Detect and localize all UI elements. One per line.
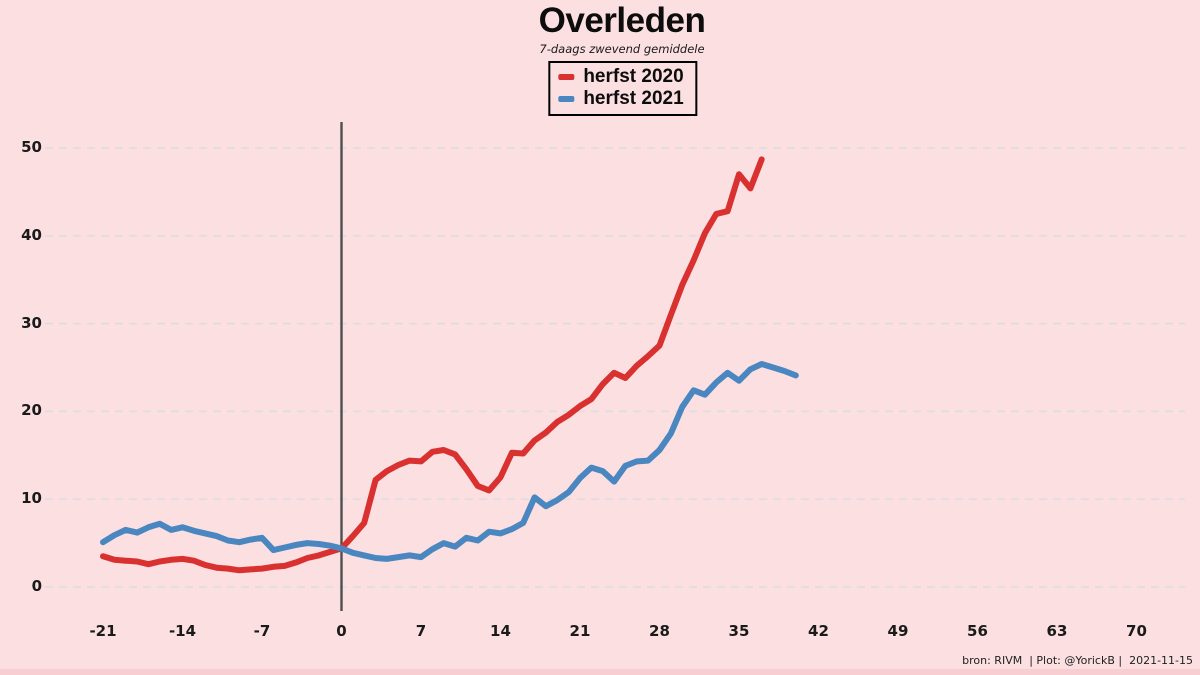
y-tick-label-10: 10 — [21, 489, 42, 508]
legend-swatch-herfst-2021-icon — [558, 96, 575, 102]
x-tick-label-28: 28 — [649, 622, 670, 640]
x-tick-label-49: 49 — [887, 622, 909, 640]
x-tick-label-70: 70 — [1126, 622, 1147, 640]
x-tick-label-7: 7 — [415, 622, 427, 640]
x-tick-label-56: 56 — [967, 622, 988, 640]
x-tick-label-42: 42 — [808, 622, 829, 640]
legend-label-herfst-2021: herfst 2021 — [583, 88, 684, 109]
x-tick-label--21: -21 — [89, 622, 117, 640]
x-tick-label-14: 14 — [490, 622, 511, 640]
legend: herfst 2020 herfst 2021 — [548, 61, 698, 116]
x-tick-label-0: 0 — [336, 622, 347, 640]
chart-subtitle: 7-daags zwevend gemiddele — [539, 42, 705, 56]
y-tick-label-40: 40 — [21, 225, 42, 244]
y-tick-label-30: 30 — [21, 313, 42, 332]
chart-title: Overleden — [538, 1, 706, 40]
series-line-herfst-2020 — [100, 156, 765, 574]
x-tick-label-35: 35 — [728, 622, 750, 640]
legend-label-herfst-2020: herfst 2020 — [583, 66, 684, 87]
bottom-strip — [0, 669, 1200, 675]
y-tick-label-0: 0 — [31, 577, 42, 595]
x-tick-label--7: -7 — [253, 622, 271, 640]
x-tick-label--14: -14 — [168, 622, 197, 640]
legend-item-herfst-2020: herfst 2020 — [558, 66, 684, 88]
x-tick-label-21: 21 — [569, 622, 591, 640]
y-tick-label-20: 20 — [21, 401, 42, 420]
x-tick-label-63: 63 — [1046, 622, 1068, 640]
series-line-herfst-2021 — [100, 361, 799, 562]
attribution-text: bron: RIVM | Plot: @YorickB | 2021-11-15 — [962, 654, 1193, 667]
y-tick-label-50: 50 — [21, 138, 42, 156]
legend-swatch-herfst-2020-icon — [558, 74, 575, 80]
legend-item-herfst-2021: herfst 2021 — [558, 88, 684, 110]
